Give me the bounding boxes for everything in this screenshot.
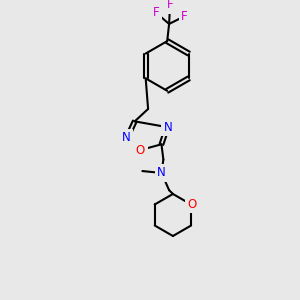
- Text: F: F: [167, 0, 173, 11]
- Text: F: F: [152, 6, 159, 19]
- Text: F: F: [181, 10, 188, 23]
- Text: O: O: [136, 145, 145, 158]
- Text: N: N: [164, 121, 172, 134]
- Text: N: N: [157, 167, 166, 179]
- Text: N: N: [122, 131, 130, 144]
- Text: O: O: [188, 198, 197, 211]
